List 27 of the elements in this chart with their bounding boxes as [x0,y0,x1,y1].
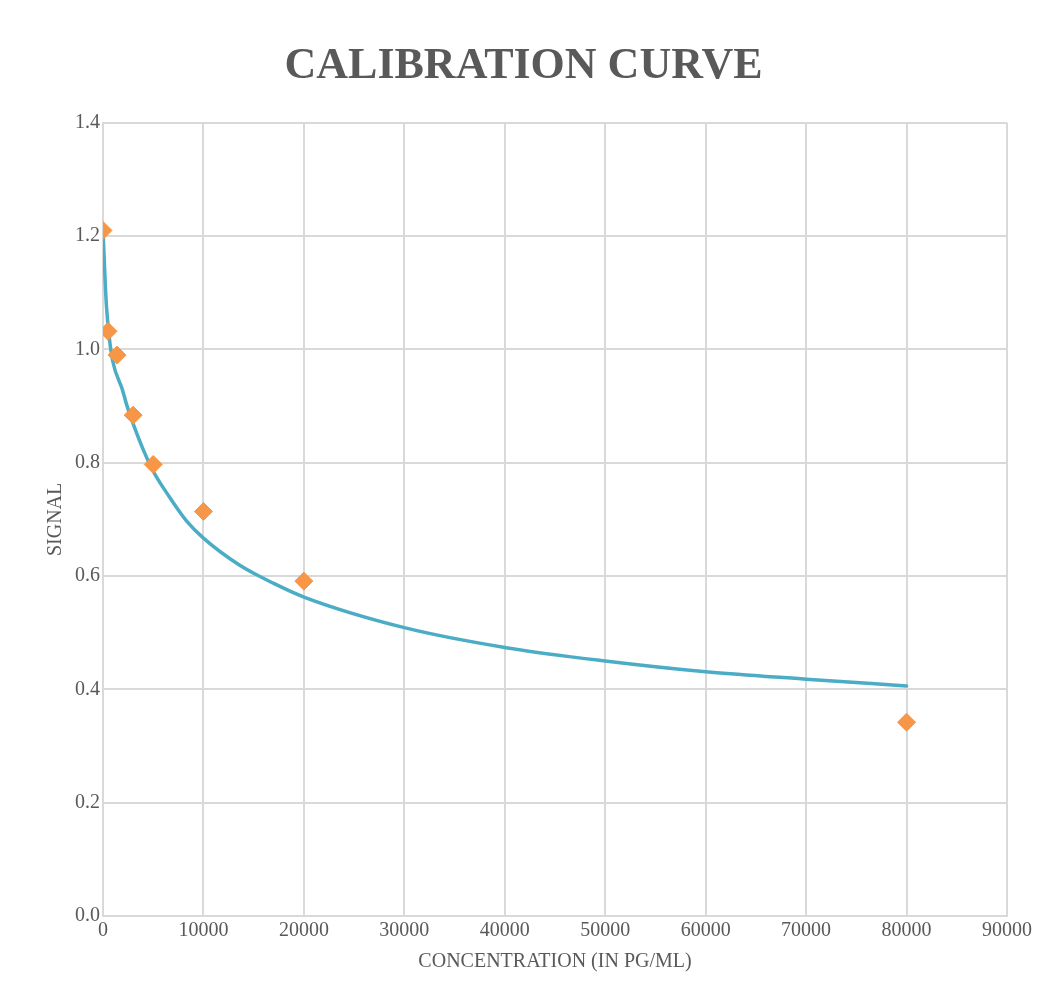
x-tick-label: 30000 [379,918,430,941]
point [294,571,314,591]
chart-title: CALIBRATION CURVE [284,38,763,88]
y-tick-label: 1.0 [75,336,100,359]
x-tick-label: 80000 [881,918,932,941]
x-tick-label: 40000 [479,918,530,941]
y-tick-label: 0.0 [75,903,100,926]
x-tick-label: 10000 [178,918,229,941]
y-tick-label: 1.2 [75,223,100,246]
y-tick-label: 0.6 [75,563,100,586]
point [897,712,917,732]
x-tick-label: 0 [98,918,108,941]
x-axis-title: CONCENTRATION (IN PG/ML) [418,949,692,973]
y-tick-label: 0.4 [75,676,100,699]
x-tick-label: 60000 [680,918,731,941]
y-tick-label: 0.8 [75,449,100,472]
point [123,405,143,425]
y-tick-label: 1.4 [75,110,100,133]
y-tick-label: 0.2 [75,789,100,812]
x-tick-label: 20000 [278,918,329,941]
point [193,501,213,521]
x-tick-label: 90000 [982,918,1032,941]
point [143,454,163,474]
y-axis-title: SIGNAL [43,482,66,557]
point [107,345,127,365]
x-tick-label: 70000 [781,918,832,941]
x-tick-label: 50000 [580,918,631,941]
